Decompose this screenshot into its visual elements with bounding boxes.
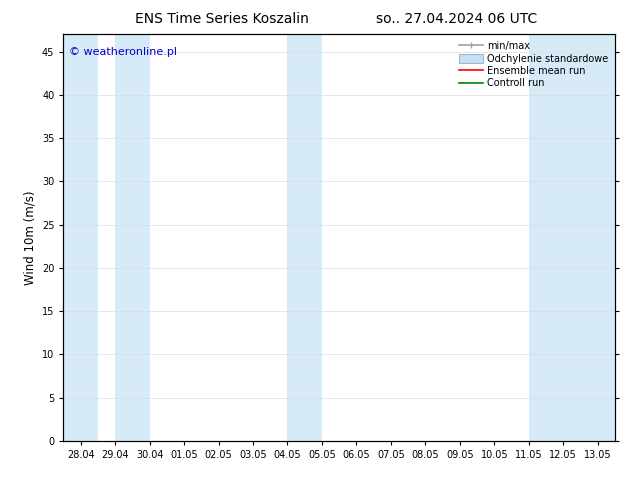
Text: © weatheronline.pl: © weatheronline.pl — [69, 47, 177, 56]
Y-axis label: Wind 10m (m/s): Wind 10m (m/s) — [23, 191, 36, 285]
Legend: min/max, Odchylenie standardowe, Ensemble mean run, Controll run: min/max, Odchylenie standardowe, Ensembl… — [456, 39, 610, 90]
Text: ENS Time Series Koszalin: ENS Time Series Koszalin — [135, 12, 309, 26]
Bar — [63, 34, 98, 441]
Bar — [529, 34, 615, 441]
Text: so.. 27.04.2024 06 UTC: so.. 27.04.2024 06 UTC — [376, 12, 537, 26]
Bar — [287, 34, 322, 441]
Bar — [115, 34, 150, 441]
